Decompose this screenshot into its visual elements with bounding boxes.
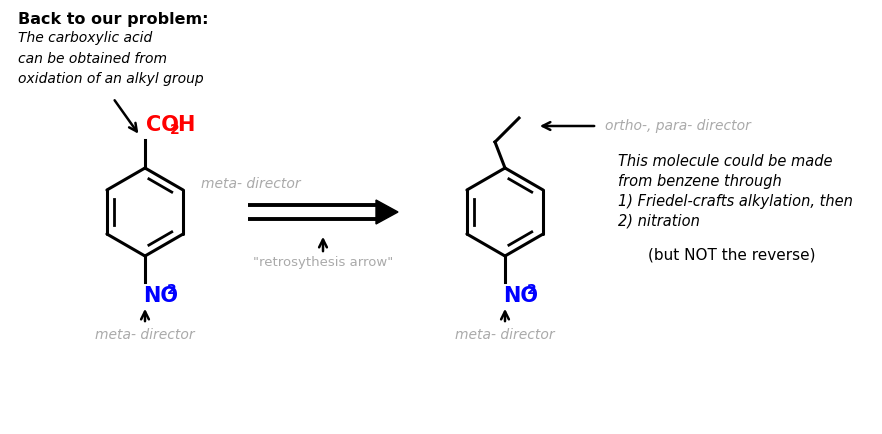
Text: from benzene through: from benzene through (618, 174, 781, 189)
Text: meta- director: meta- director (201, 177, 301, 191)
Text: (but NOT the reverse): (but NOT the reverse) (648, 248, 816, 263)
Text: The carboxylic acid
can be obtained from
oxidation of an alkyl group: The carboxylic acid can be obtained from… (18, 31, 204, 86)
Text: Back to our problem:: Back to our problem: (18, 12, 208, 27)
Text: 2) nitration: 2) nitration (618, 214, 700, 229)
Text: NO: NO (503, 286, 538, 306)
Text: meta- director: meta- director (455, 328, 555, 342)
Text: 1) Friedel-crafts alkylation, then: 1) Friedel-crafts alkylation, then (618, 194, 853, 209)
Text: meta- director: meta- director (95, 328, 195, 342)
Text: 2: 2 (527, 283, 537, 297)
Polygon shape (376, 200, 398, 224)
Text: "retrosythesis arrow": "retrosythesis arrow" (253, 256, 393, 269)
Text: This molecule could be made: This molecule could be made (618, 154, 833, 169)
Text: 2: 2 (167, 283, 176, 297)
Text: NO: NO (143, 286, 178, 306)
Text: 2: 2 (170, 123, 180, 137)
Text: H: H (177, 115, 194, 135)
Text: CO: CO (146, 115, 179, 135)
Text: ortho-, para- director: ortho-, para- director (605, 119, 751, 133)
